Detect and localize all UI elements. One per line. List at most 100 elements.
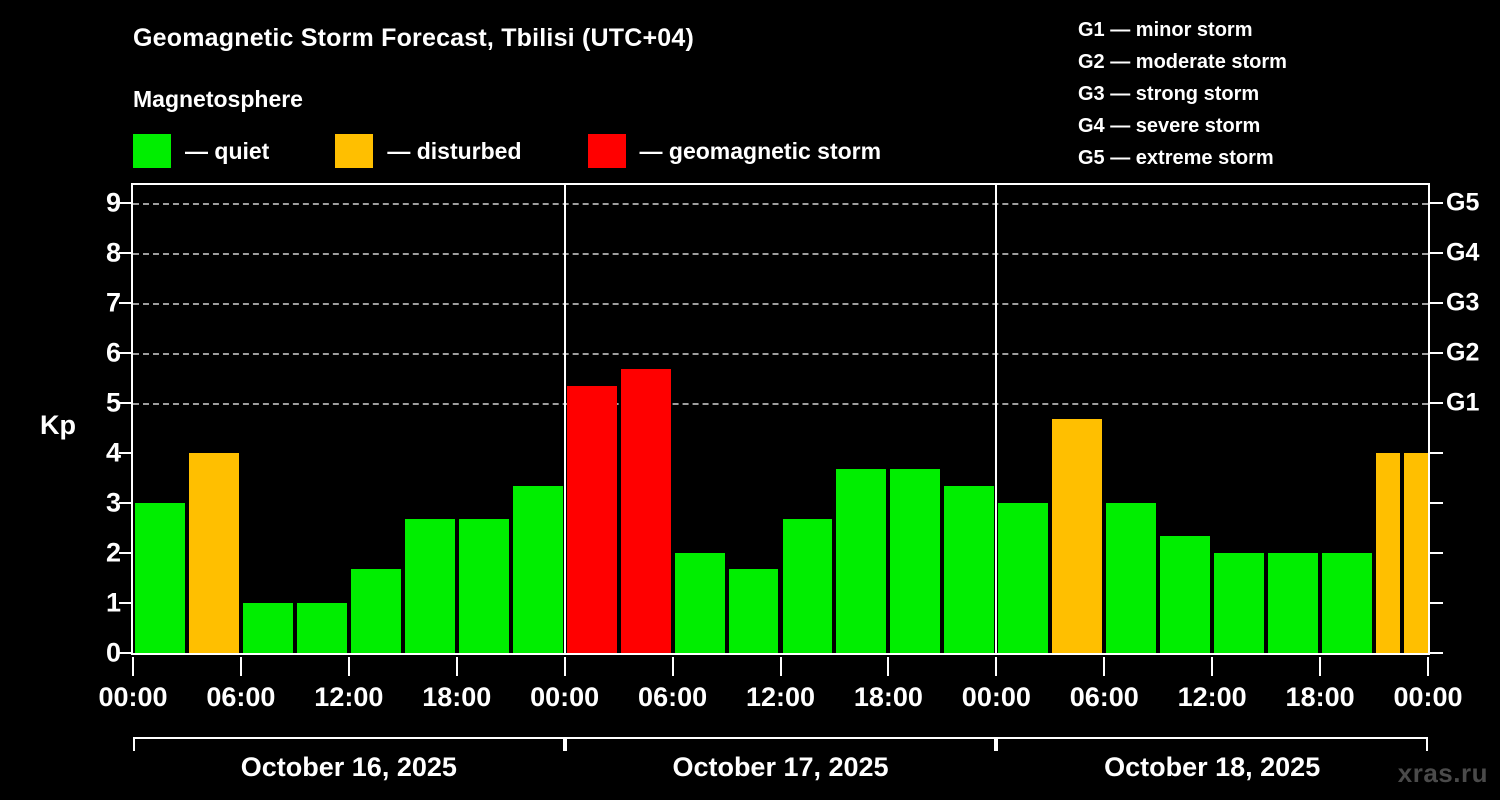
gridline-kp-8 [133, 252, 1428, 255]
x-tick-mark-6 [779, 657, 782, 676]
bar [296, 602, 347, 653]
g-axis-tick-G3: G3 [1446, 288, 1480, 317]
x-tick-mark-0 [132, 657, 134, 676]
x-tick-mark-12 [1427, 657, 1429, 676]
right-tick-mark-4 [1430, 451, 1443, 454]
x-tick-mark-9 [1103, 657, 1106, 676]
y-tick-mark-4 [119, 451, 131, 454]
y-tick-mark-1 [119, 601, 131, 604]
right-tick-mark-1 [1430, 601, 1443, 604]
bar [1404, 452, 1428, 653]
bar [890, 469, 941, 653]
x-tick-label-4: 00:00 [530, 682, 600, 712]
bar [1268, 552, 1319, 653]
x-tick-label-5: 06:00 [638, 682, 708, 712]
legend-swatch-quiet [133, 134, 171, 168]
bar [1322, 552, 1373, 653]
y-tick-label-5: 5 [105, 387, 121, 418]
right-tick-mark-7 [1430, 301, 1443, 304]
y-tick-mark-7 [119, 301, 131, 304]
gridline-kp-7 [133, 302, 1428, 305]
legend-swatch-storm [587, 134, 626, 168]
g-axis-tick-G5: G5 [1446, 188, 1480, 217]
g-scale-line-2: G2 — moderate storm [1078, 51, 1287, 73]
bar [404, 519, 455, 653]
y-tick-mark-8 [119, 251, 131, 254]
legend-item-storm: — geomagnetic storm [587, 134, 882, 168]
y-tick-mark-3 [119, 501, 131, 504]
right-tick-mark-6 [1430, 351, 1443, 354]
x-tick-label-2: 12:00 [314, 682, 384, 712]
g-scale-line-5: G5 — extreme storm [1078, 147, 1274, 169]
x-tick-label-11: 18:00 [1285, 682, 1355, 712]
g-axis-tick-G4: G4 [1446, 238, 1480, 267]
legend-label-storm: — geomagnetic storm [639, 137, 882, 164]
x-tick-mark-5 [671, 657, 674, 676]
page-title: Geomagnetic Storm Forecast, Tbilisi (UTC… [133, 24, 695, 52]
x-tick-mark-7 [887, 657, 890, 676]
y-tick-label-6: 6 [105, 337, 121, 368]
bar [998, 502, 1049, 653]
legend-swatch-disturbed [335, 134, 374, 168]
bar [350, 569, 401, 653]
right-tick-mark-5 [1430, 401, 1443, 404]
x-tick-mark-3 [455, 657, 458, 676]
y-tick-label-8: 8 [105, 237, 121, 268]
day-label-1: October 16, 2025 [240, 752, 457, 782]
x-tick-label-1: 06:00 [206, 682, 276, 712]
chart-subtitle: Magnetosphere [133, 86, 303, 112]
y-tick-mark-0 [119, 652, 131, 654]
x-tick-mark-11 [1319, 657, 1322, 676]
x-tick-mark-8 [995, 657, 998, 676]
y-tick-mark-6 [119, 351, 131, 354]
x-tick-label-6: 12:00 [745, 682, 816, 712]
y-tick-mark-9 [119, 201, 131, 204]
legend-label-disturbed: — disturbed [387, 137, 522, 164]
bar [1052, 419, 1103, 653]
bar [944, 486, 995, 653]
x-tick-mark-10 [1211, 657, 1214, 676]
y-tick-mark-5 [119, 401, 131, 404]
right-tick-mark-8 [1430, 251, 1443, 254]
x-tick-label-12: 00:00 [1393, 682, 1463, 712]
day-label-2: October 17, 2025 [672, 752, 889, 782]
g-axis-tick-G2: G2 [1446, 338, 1480, 367]
gridline-kp-9 [133, 202, 1428, 205]
legend-item-disturbed: — disturbed [335, 134, 522, 168]
bar [674, 552, 725, 653]
g-scale-line-1: G1 — minor storm [1078, 19, 1253, 41]
x-tick-label-9: 06:00 [1069, 682, 1139, 712]
day-bracket-2 [564, 737, 997, 751]
x-tick-mark-1 [239, 657, 242, 676]
watermark: xras.ru [1397, 758, 1488, 788]
bar [566, 386, 617, 653]
day-separator [995, 183, 998, 655]
y-tick-label-0: 0 [105, 637, 121, 668]
legend: — quiet — disturbed — geomagnetic storm [133, 133, 921, 169]
bar [1160, 536, 1211, 653]
x-tick-label-8: 00:00 [961, 682, 1031, 712]
bar [135, 502, 185, 653]
x-tick-label-10: 12:00 [1177, 682, 1247, 712]
bar [836, 469, 887, 653]
y-tick-label-3: 3 [105, 487, 121, 518]
y-tick-label-2: 2 [105, 537, 121, 568]
day-separator [563, 183, 566, 655]
right-tick-mark-9 [1430, 201, 1443, 204]
g-scale-line-3: G3 — strong storm [1078, 83, 1260, 105]
y-tick-label-7: 7 [105, 287, 121, 318]
bar [188, 452, 239, 653]
day-bracket-1 [133, 737, 565, 751]
g-axis-tick-G1: G1 [1446, 388, 1480, 417]
y-tick-label-9: 9 [105, 187, 121, 218]
y-axis-title: Kp [40, 410, 76, 440]
legend-item-quiet: — quiet [133, 134, 269, 168]
bar [782, 519, 833, 653]
y-tick-label-4: 4 [105, 437, 121, 468]
x-tick-label-3: 18:00 [422, 682, 492, 712]
gridline-kp-6 [133, 352, 1428, 355]
gridline-kp-5 [133, 402, 1428, 405]
bar [1106, 502, 1157, 653]
bar-series [133, 185, 1428, 653]
